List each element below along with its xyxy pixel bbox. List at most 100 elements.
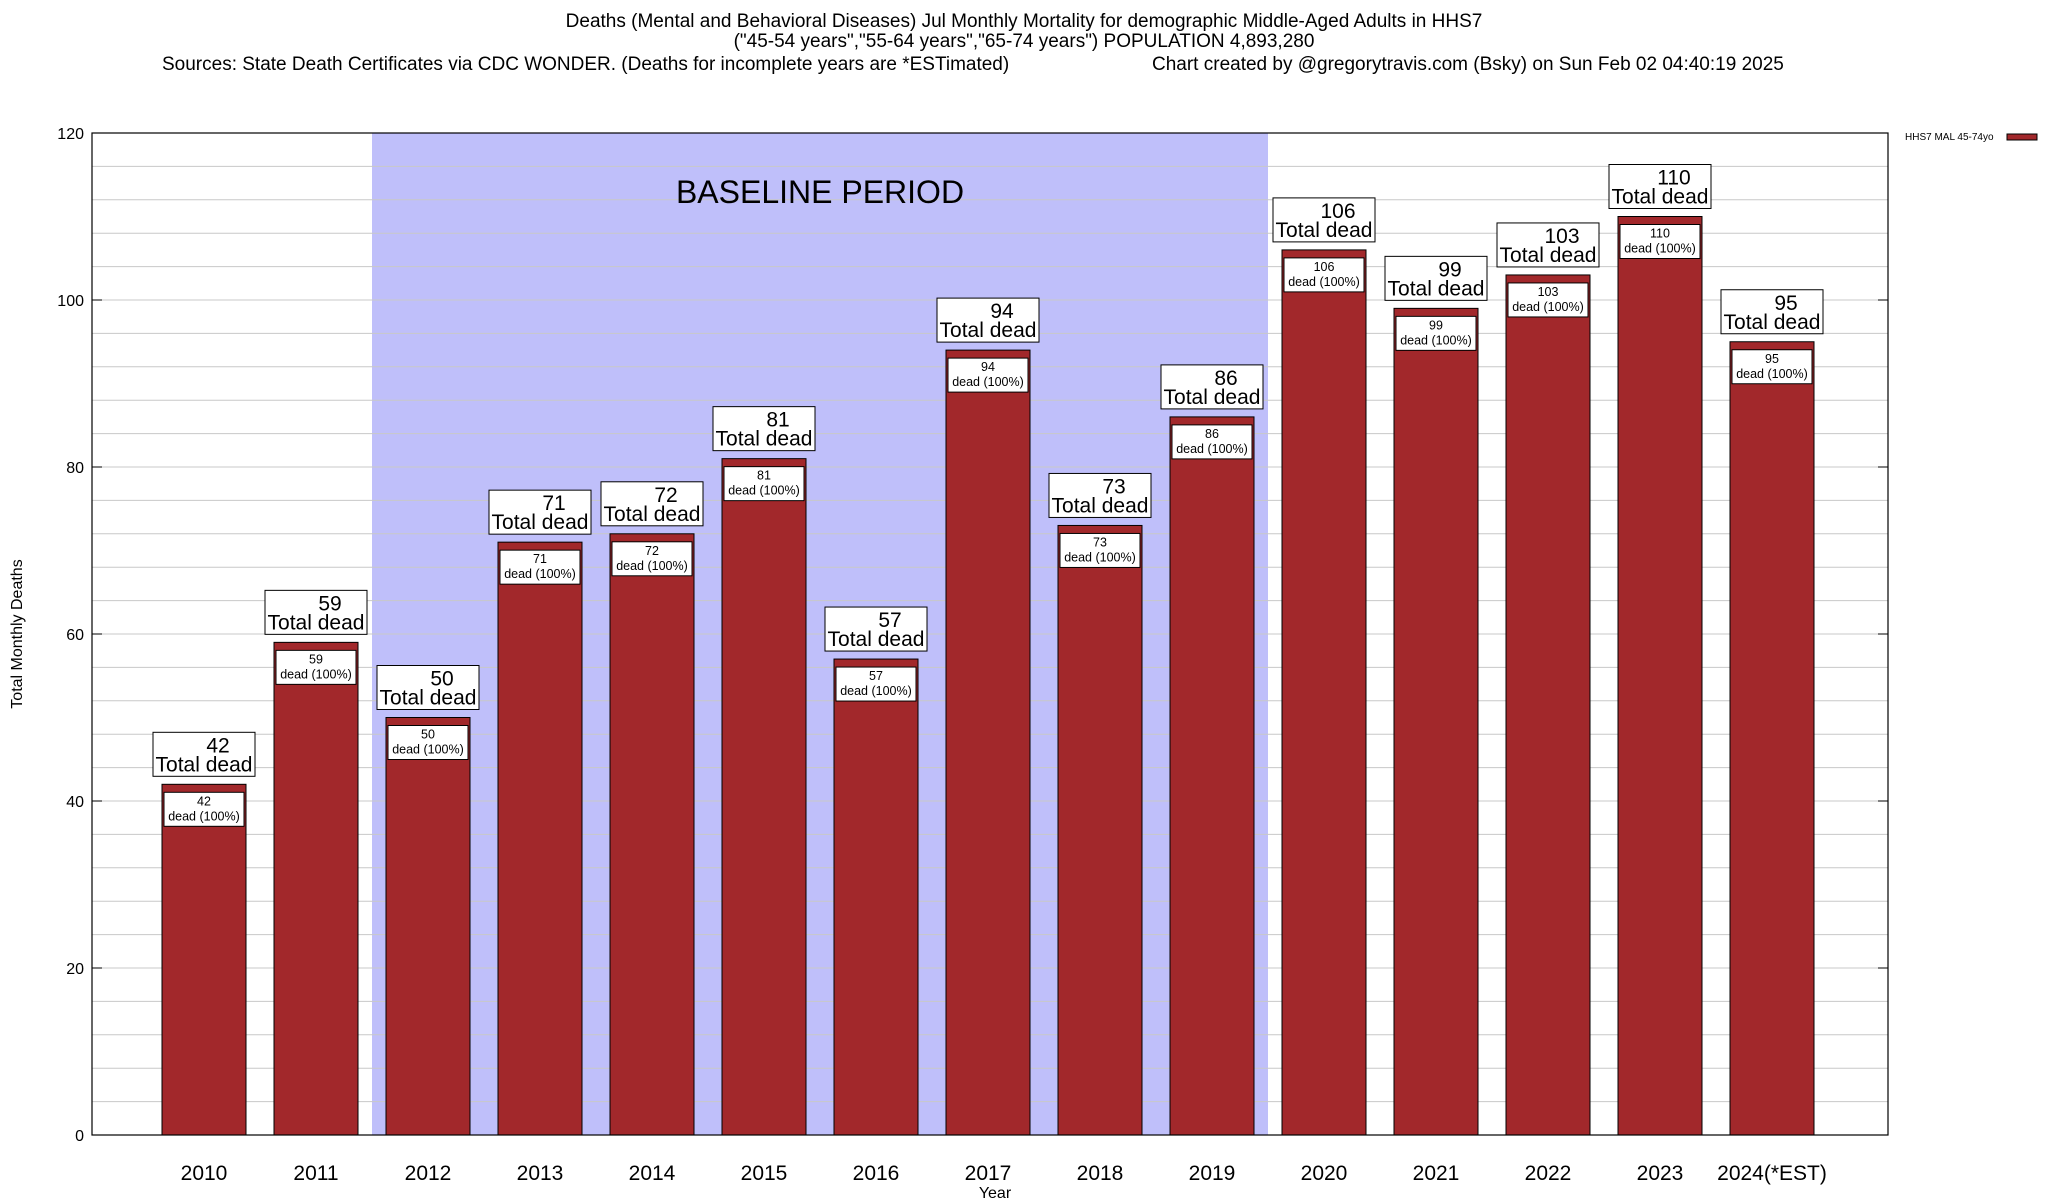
inner-value-label: 106 <box>1314 260 1335 274</box>
y-axis-label: Total Monthly Deaths <box>9 559 26 708</box>
inner-label-box <box>835 666 917 702</box>
inner-label-box <box>1731 349 1813 385</box>
inner-label-box <box>1395 315 1477 351</box>
bar <box>721 458 807 1136</box>
x-tick-label: 2012 <box>405 1162 452 1185</box>
inner-label-box <box>723 466 805 502</box>
inner-value-label: 99 <box>1429 318 1443 332</box>
inner-value-label: 59 <box>309 652 323 666</box>
bar <box>1617 216 1703 1136</box>
top-total-label: Total dead <box>156 753 253 776</box>
inner-percent-label: dead (100%) <box>616 559 688 573</box>
top-label-box <box>1272 197 1376 243</box>
x-tick-label: 2016 <box>853 1162 900 1185</box>
inner-value-label: 86 <box>1205 427 1219 441</box>
inner-value-label: 110 <box>1650 227 1670 241</box>
inner-percent-label: dead (100%) <box>1736 367 1808 381</box>
x-tick-label: 2015 <box>741 1162 788 1185</box>
top-value-label: 99 <box>1438 258 1461 281</box>
inner-percent-label: dead (100%) <box>1624 242 1696 256</box>
inner-label-box <box>387 725 469 760</box>
inner-percent-label: dead (100%) <box>728 484 800 498</box>
x-tick-label: 2024(*EST) <box>1717 1162 1827 1185</box>
inner-percent-label: dead (100%) <box>840 684 912 698</box>
inner-value-label: 94 <box>981 360 995 374</box>
top-total-label: Total dead <box>1500 244 1597 267</box>
inner-label-box <box>611 541 693 577</box>
inner-label-box <box>163 791 245 827</box>
chart-credit: Chart created by @gregorytravis.com (Bsk… <box>1152 54 1784 75</box>
x-tick-label: 2014 <box>629 1162 676 1185</box>
bar <box>1057 524 1143 1136</box>
top-label-box <box>824 606 928 652</box>
plot-frame <box>91 132 1889 1136</box>
top-value-label: 42 <box>206 734 229 757</box>
baseline-period-label: BASELINE PERIOD <box>676 174 964 210</box>
inner-value-label: 95 <box>1765 352 1779 366</box>
x-tick-label: 2021 <box>1413 1162 1460 1185</box>
inner-label-box <box>1507 282 1589 318</box>
top-value-label: 59 <box>318 592 341 615</box>
top-label-box <box>1720 289 1824 335</box>
chart-title: Deaths (Mental and Behavioral Diseases) … <box>0 12 2048 52</box>
top-total-label: Total dead <box>492 511 589 534</box>
x-axis-label: Year <box>979 1185 1012 1200</box>
top-value-label: 94 <box>990 300 1014 323</box>
bar <box>1281 249 1367 1136</box>
x-tick-label: 2013 <box>517 1162 564 1185</box>
x-tick-label: 2023 <box>1637 1162 1684 1185</box>
top-label-box <box>1160 364 1264 410</box>
top-value-label: 50 <box>430 668 453 691</box>
y-tick-label: 0 <box>75 1128 84 1145</box>
top-label-box <box>1384 255 1488 301</box>
inner-label-box <box>1059 532 1141 568</box>
inner-value-label: 72 <box>645 544 659 558</box>
inner-label-box <box>1283 257 1365 293</box>
bar <box>945 349 1031 1136</box>
inner-label-box <box>499 549 581 585</box>
bar <box>497 541 583 1136</box>
top-label-box <box>1048 472 1152 518</box>
y-tick-label: 100 <box>57 293 84 310</box>
inner-percent-label: dead (100%) <box>1512 300 1584 314</box>
bar <box>833 658 919 1136</box>
top-label-box <box>712 406 816 452</box>
title-line-2: ("45-54 years","55-64 years","65-74 year… <box>733 31 1315 52</box>
bar <box>609 533 695 1136</box>
bar <box>385 717 471 1136</box>
top-total-label: Total dead <box>940 319 1037 342</box>
top-total-label: Total dead <box>1724 311 1821 334</box>
top-value-label: 95 <box>1774 292 1797 315</box>
inner-value-label: 81 <box>757 469 771 483</box>
x-tick-label: 2020 <box>1301 1162 1348 1185</box>
top-label-box <box>600 481 704 527</box>
y-tick-label: 60 <box>66 627 84 644</box>
bar <box>1505 274 1591 1136</box>
top-label-box <box>488 489 592 535</box>
top-total-label: Total dead <box>716 428 813 451</box>
inner-percent-label: dead (100%) <box>1064 550 1136 564</box>
inner-value-label: 71 <box>533 552 547 566</box>
x-tick-label: 2017 <box>965 1162 1012 1185</box>
inner-value-label: 42 <box>197 794 211 808</box>
inner-label-box <box>1619 224 1701 259</box>
inner-percent-label: dead (100%) <box>952 375 1024 389</box>
top-total-label: Total dead <box>380 687 477 710</box>
inner-value-label: 73 <box>1093 535 1107 549</box>
inner-value-label: 57 <box>869 669 883 683</box>
legend-label: HHS7 MAL 45-74yo <box>1905 132 1994 143</box>
y-tick-label: 40 <box>66 794 84 811</box>
top-value-label: 73 <box>1102 475 1125 498</box>
top-total-label: Total dead <box>1388 277 1485 300</box>
top-total-label: Total dead <box>828 628 925 651</box>
top-total-label: Total dead <box>1612 186 1709 209</box>
top-total-label: Total dead <box>604 503 701 526</box>
inner-percent-label: dead (100%) <box>392 743 464 757</box>
bar <box>161 783 247 1136</box>
inner-percent-label: dead (100%) <box>168 809 240 823</box>
bar <box>273 641 359 1136</box>
legend-swatch <box>2006 133 2038 141</box>
inner-percent-label: dead (100%) <box>1288 275 1360 289</box>
y-tick-label: 80 <box>66 460 84 477</box>
